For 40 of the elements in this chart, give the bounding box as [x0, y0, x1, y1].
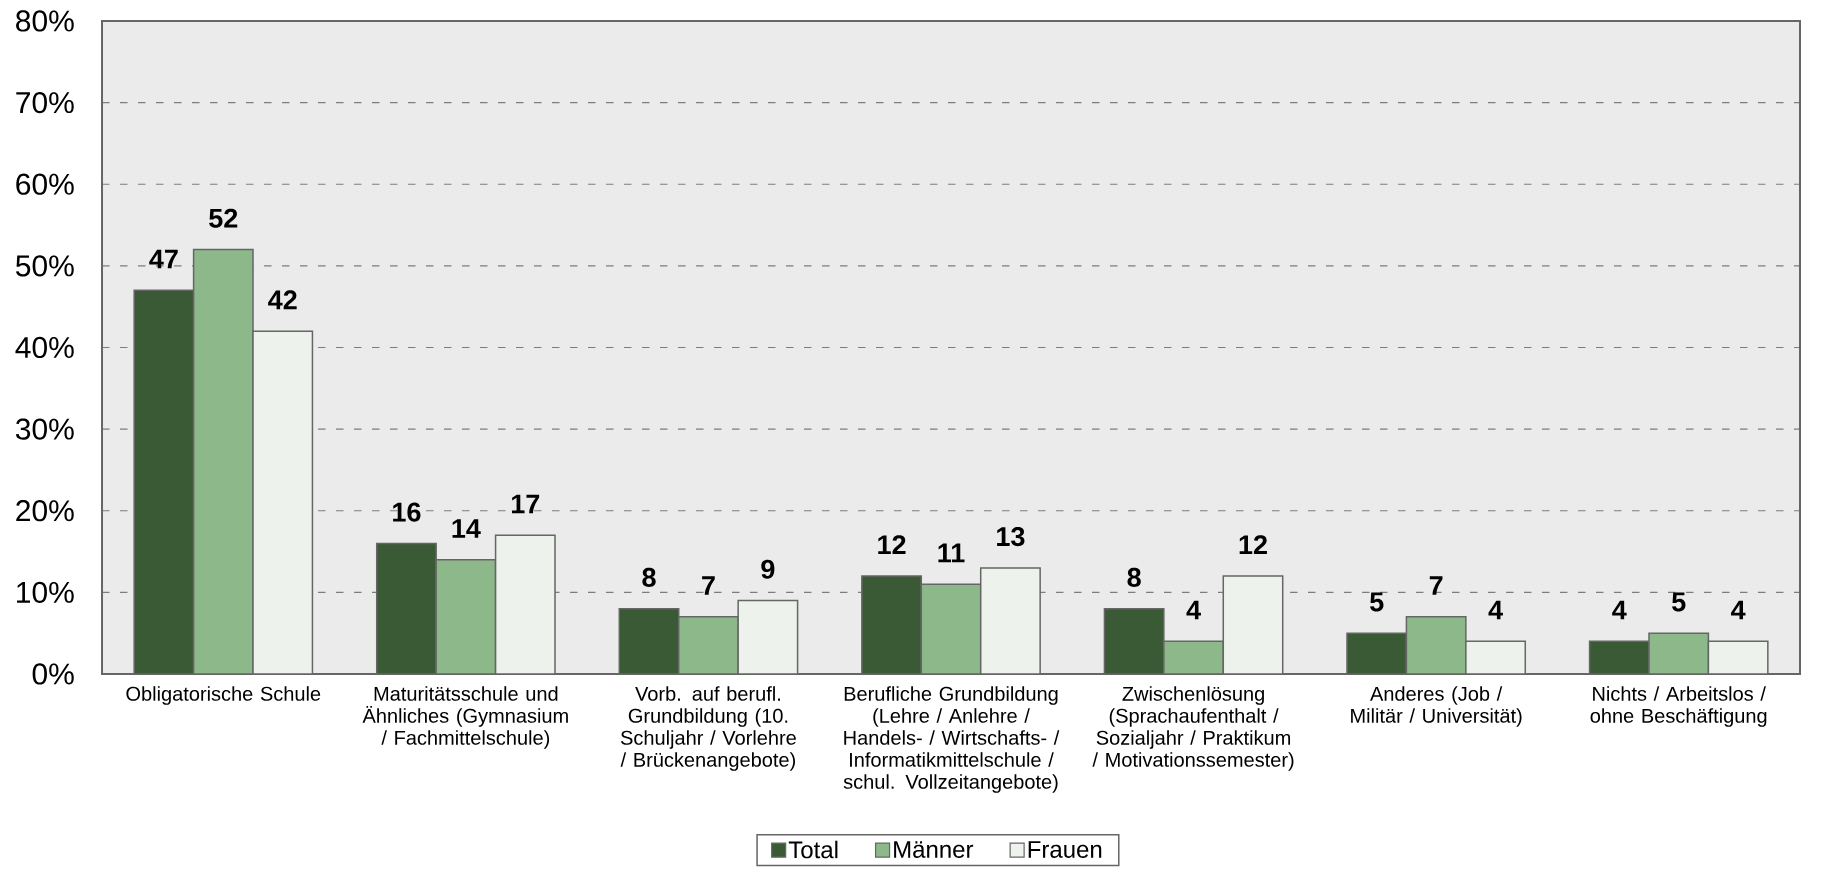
x-tick-label: Anderes (Job / Militär / Universität): [1351, 686, 1522, 727]
y-tick-label: 30%: [15, 418, 74, 440]
x-tick-label: Zwischenlösung (Sprachaufenthalt / Sozialjahr / Praktikum / Motivationssemester): [1092, 686, 1294, 771]
legend-label: Männer: [894, 841, 974, 858]
y-tick-label: 60%: [16, 173, 74, 195]
data-label: 52: [209, 208, 238, 228]
y-tick-label: 70%: [16, 92, 74, 114]
data-label: 4: [1488, 600, 1503, 620]
data-label: 16: [393, 502, 421, 522]
data-label: 42: [268, 290, 297, 310]
data-label: 17: [511, 494, 540, 514]
data-label: 7: [702, 576, 715, 595]
data-label: 11: [938, 543, 965, 563]
x-tick-label: Berufliche Grundbildung (Lehre / Anlehre / Handels- / Wirtschafts- / Informatikmittelschule / schul. Vollzeitangebote): [843, 686, 1060, 793]
data-label: 7: [1429, 576, 1443, 595]
data-label: 9: [761, 559, 775, 579]
data-label: 5: [1672, 592, 1686, 612]
y-tick-label: 40%: [15, 336, 74, 359]
legend-label: Total: [788, 840, 838, 859]
legend-label: Frauen: [1028, 841, 1102, 858]
y-tick-label: 50%: [15, 255, 74, 277]
y-tick-label: 80%: [16, 10, 74, 32]
data-label: 4: [1731, 600, 1746, 620]
x-tick-label: Obligatorische Schule: [126, 686, 321, 705]
data-label: 12: [878, 535, 906, 555]
data-label: 13: [997, 527, 1025, 547]
data-label: 8: [1127, 567, 1141, 587]
data-label: 4: [1186, 600, 1201, 620]
x-tick-label: Maturitätsschule und Ähnliches (Gymnasium / Fachmittelschule): [362, 686, 568, 749]
data-label: 12: [1239, 535, 1267, 555]
data-label: 5: [1370, 592, 1384, 612]
data-label: 14: [452, 519, 481, 538]
x-tick-label: Vorb. auf berufl. Grundbildung (10. Schuljahr / Vorlehre / Brückenangebote): [620, 686, 796, 771]
y-tick-label: 0%: [32, 663, 74, 685]
data-label: 8: [642, 567, 656, 587]
x-tick-label: Nichts / Arbeitslos / ohne Beschäftigung: [1590, 686, 1767, 727]
data-label: 47: [149, 249, 178, 269]
data-label: 4: [1612, 600, 1627, 620]
y-tick-label: 20%: [16, 500, 74, 522]
y-tick-label: 10%: [17, 581, 74, 603]
